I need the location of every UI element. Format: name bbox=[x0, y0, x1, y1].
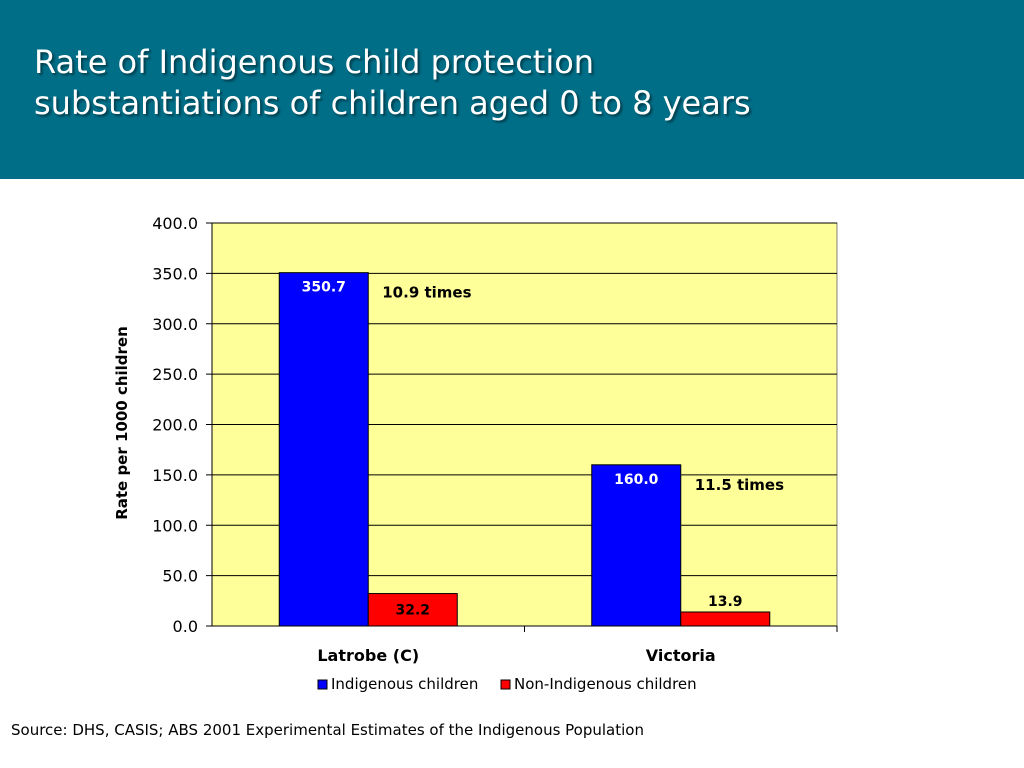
bar-indigenous bbox=[591, 464, 682, 627]
y-tick-label: 200.0 bbox=[152, 416, 198, 435]
bar-indigenous bbox=[278, 272, 369, 627]
bar-chart: 0.0 50.0 100.0 150.0 200.0 250.0 300.0 350.0 400… bbox=[113, 214, 838, 693]
bar-non-indigenous bbox=[367, 593, 458, 627]
y-tick-label: 300.0 bbox=[152, 315, 198, 334]
data-label: 160.0 bbox=[614, 472, 659, 488]
y-tick-label: 50.0 bbox=[162, 567, 198, 586]
bars bbox=[278, 272, 771, 627]
legend-label: Non-Indigenous children bbox=[514, 675, 697, 693]
slide-header: Rate of Indigenous child protection subs… bbox=[0, 0, 1024, 179]
ratio-annotation: 10.9 times bbox=[382, 284, 471, 302]
data-label: 350.7 bbox=[302, 280, 346, 296]
legend-label: Indigenous children bbox=[331, 675, 478, 693]
slide-title: Rate of Indigenous child protection subs… bbox=[34, 43, 751, 122]
ratio-annotation: 11.5 times bbox=[695, 476, 784, 494]
labels: 0.0 50.0 100.0 150.0 200.0 250.0 300.0 350.0 400… bbox=[152, 214, 784, 665]
data-label: 32.2 bbox=[395, 603, 430, 619]
bar-non-indigenous bbox=[680, 611, 771, 627]
y-tick-label: 100.0 bbox=[152, 516, 198, 535]
legend: Indigenous children Non-Indigenous childr… bbox=[317, 675, 697, 693]
y-tick-label: 150.0 bbox=[152, 466, 198, 485]
x-tick-label: Latrobe (C) bbox=[317, 646, 419, 665]
source-note: Source: DHS, CASIS; ABS 2001 Experimenta… bbox=[11, 721, 644, 739]
axes bbox=[206, 222, 838, 632]
y-tick-label: 400.0 bbox=[152, 214, 198, 233]
y-axis-title: Rate per 1000 children bbox=[113, 326, 131, 520]
data-label: 13.9 bbox=[708, 594, 743, 610]
legend-swatch bbox=[500, 679, 511, 690]
x-tick-label: Victoria bbox=[646, 646, 716, 665]
legend-swatch bbox=[317, 679, 328, 690]
y-tick-label: 0.0 bbox=[173, 617, 198, 636]
y-tick-label: 250.0 bbox=[152, 365, 198, 384]
y-tick-label: 350.0 bbox=[152, 264, 198, 283]
